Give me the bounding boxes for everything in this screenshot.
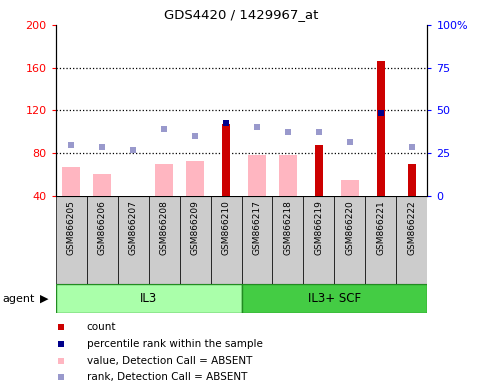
Text: IL3: IL3 [140, 292, 157, 305]
Bar [242, 196, 272, 284]
Bar [186, 161, 204, 196]
Text: percentile rank within the sample: percentile rank within the sample [86, 339, 262, 349]
Bar [242, 284, 427, 313]
Text: GSM866208: GSM866208 [159, 200, 169, 255]
Bar [303, 196, 334, 284]
Bar [341, 180, 359, 196]
Bar [366, 196, 397, 284]
Text: value, Detection Call = ABSENT: value, Detection Call = ABSENT [86, 356, 252, 366]
Bar [397, 196, 427, 284]
Bar [56, 196, 86, 284]
Bar [86, 196, 117, 284]
Text: GSM866219: GSM866219 [314, 200, 324, 255]
Text: GDS4420 / 1429967_at: GDS4420 / 1429967_at [164, 8, 319, 21]
Text: ▶: ▶ [40, 293, 49, 304]
Bar [155, 164, 173, 196]
Bar [377, 61, 385, 196]
Text: GSM866207: GSM866207 [128, 200, 138, 255]
Text: GSM866205: GSM866205 [67, 200, 75, 255]
Text: GSM866210: GSM866210 [222, 200, 230, 255]
Text: GSM866206: GSM866206 [98, 200, 107, 255]
Bar [315, 144, 323, 196]
Bar [62, 167, 80, 196]
Text: GSM866221: GSM866221 [376, 200, 385, 255]
Text: GSM866222: GSM866222 [408, 200, 416, 255]
Text: count: count [86, 322, 116, 332]
Text: GSM866220: GSM866220 [345, 200, 355, 255]
Bar [211, 196, 242, 284]
Text: rank, Detection Call = ABSENT: rank, Detection Call = ABSENT [86, 372, 247, 382]
Bar [279, 155, 297, 196]
Bar [408, 164, 416, 196]
Bar [149, 196, 180, 284]
Text: GSM866217: GSM866217 [253, 200, 261, 255]
Bar [334, 196, 366, 284]
Text: GSM866218: GSM866218 [284, 200, 293, 255]
Bar [56, 284, 242, 313]
Text: GSM866209: GSM866209 [190, 200, 199, 255]
Bar [272, 196, 303, 284]
Bar [222, 124, 230, 196]
Text: agent: agent [2, 293, 35, 304]
Bar [117, 196, 149, 284]
Bar [93, 174, 112, 196]
Bar [248, 155, 266, 196]
Text: IL3+ SCF: IL3+ SCF [308, 292, 361, 305]
Bar [180, 196, 211, 284]
